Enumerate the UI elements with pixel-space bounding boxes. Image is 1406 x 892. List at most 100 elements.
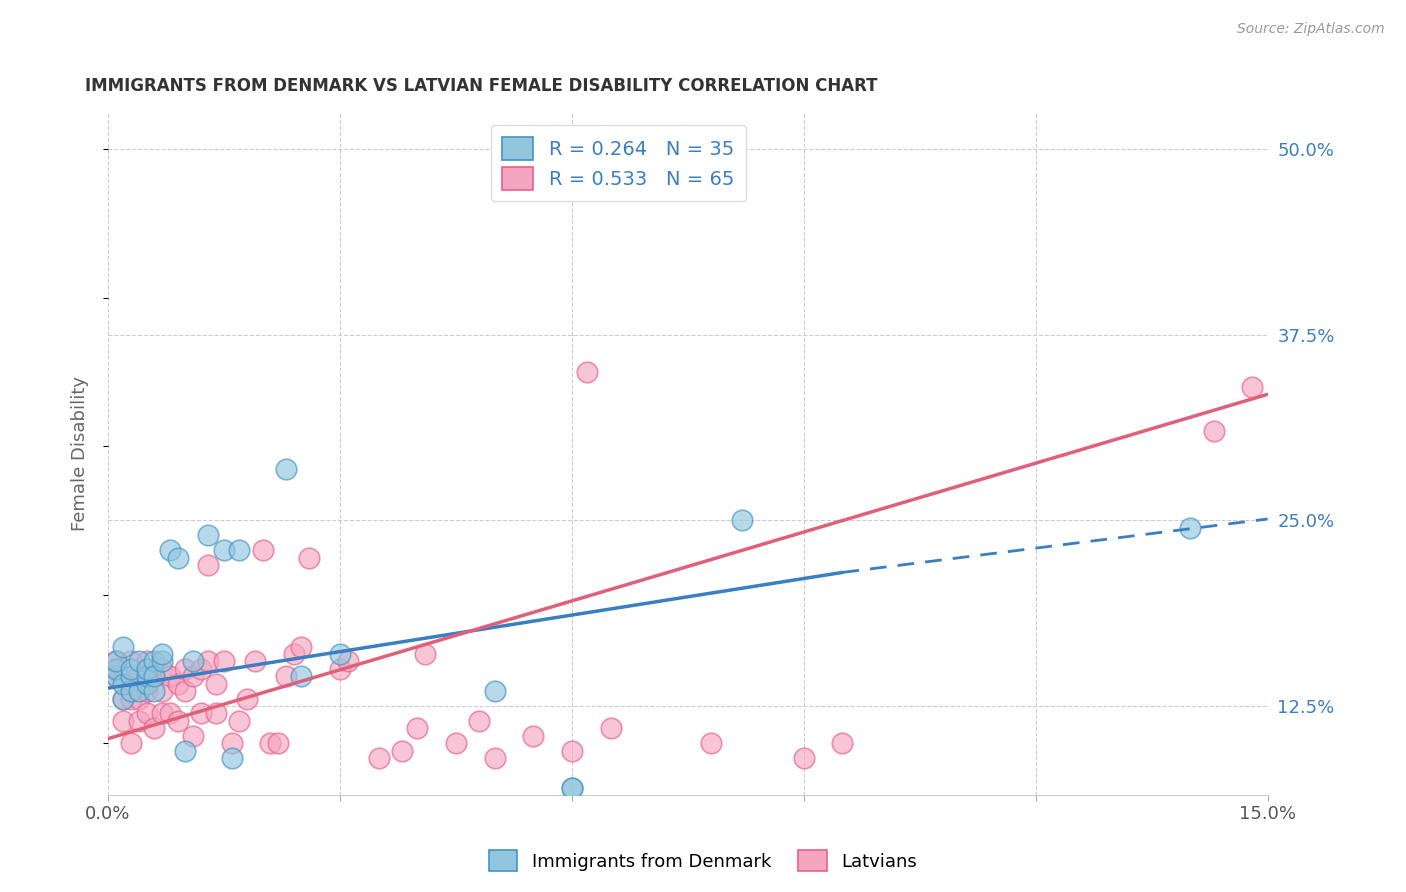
Point — [112, 669, 135, 683]
Point — [367, 751, 389, 765]
Point — [128, 655, 150, 669]
Point — [143, 669, 166, 683]
Point — [329, 647, 352, 661]
Point — [143, 669, 166, 683]
Point — [190, 706, 212, 721]
Point — [166, 714, 188, 728]
Point — [700, 736, 723, 750]
Point — [135, 655, 157, 669]
Point — [336, 655, 359, 669]
Point — [190, 662, 212, 676]
Point — [150, 684, 173, 698]
Text: Source: ZipAtlas.com: Source: ZipAtlas.com — [1237, 22, 1385, 37]
Point — [181, 655, 204, 669]
Point — [104, 669, 127, 683]
Text: IMMIGRANTS FROM DENMARK VS LATVIAN FEMALE DISABILITY CORRELATION CHART: IMMIGRANTS FROM DENMARK VS LATVIAN FEMAL… — [84, 78, 877, 95]
Point — [135, 706, 157, 721]
Point — [252, 543, 274, 558]
Point — [197, 558, 219, 572]
Point — [283, 647, 305, 661]
Point — [120, 736, 142, 750]
Point — [159, 543, 181, 558]
Point — [228, 543, 250, 558]
Point — [221, 751, 243, 765]
Point — [1202, 425, 1225, 439]
Point — [599, 721, 621, 735]
Point — [205, 706, 228, 721]
Point — [181, 729, 204, 743]
Point — [128, 691, 150, 706]
Point — [150, 706, 173, 721]
Point — [329, 662, 352, 676]
Point — [174, 743, 197, 757]
Legend: R = 0.264   N = 35, R = 0.533   N = 65: R = 0.264 N = 35, R = 0.533 N = 65 — [491, 126, 747, 202]
Point — [150, 662, 173, 676]
Point — [1241, 380, 1264, 394]
Point — [243, 655, 266, 669]
Point — [391, 743, 413, 757]
Point — [484, 684, 506, 698]
Point — [120, 684, 142, 698]
Point — [228, 714, 250, 728]
Point — [236, 691, 259, 706]
Point — [104, 655, 127, 669]
Point — [274, 669, 297, 683]
Point — [120, 691, 142, 706]
Point — [212, 543, 235, 558]
Point — [413, 647, 436, 661]
Point — [290, 669, 312, 683]
Point — [120, 655, 142, 669]
Point — [444, 736, 467, 750]
Point — [120, 677, 142, 691]
Point — [259, 736, 281, 750]
Point — [406, 721, 429, 735]
Point — [212, 655, 235, 669]
Point — [205, 677, 228, 691]
Legend: Immigrants from Denmark, Latvians: Immigrants from Denmark, Latvians — [481, 843, 925, 879]
Point — [561, 780, 583, 795]
Point — [135, 677, 157, 691]
Point — [159, 706, 181, 721]
Point — [112, 691, 135, 706]
Point — [298, 550, 321, 565]
Point — [135, 669, 157, 683]
Point — [128, 684, 150, 698]
Point — [731, 513, 754, 527]
Point — [112, 640, 135, 654]
Point — [112, 714, 135, 728]
Point — [135, 684, 157, 698]
Point — [174, 662, 197, 676]
Point — [274, 461, 297, 475]
Point — [159, 669, 181, 683]
Point — [267, 736, 290, 750]
Point — [112, 677, 135, 691]
Point — [181, 669, 204, 683]
Y-axis label: Female Disability: Female Disability — [72, 376, 89, 531]
Point — [197, 528, 219, 542]
Point — [150, 655, 173, 669]
Point — [174, 684, 197, 698]
Point — [166, 550, 188, 565]
Point — [484, 751, 506, 765]
Point — [120, 662, 142, 676]
Point — [112, 691, 135, 706]
Point — [1180, 521, 1202, 535]
Point — [793, 751, 815, 765]
Point — [197, 655, 219, 669]
Point — [221, 736, 243, 750]
Point — [522, 729, 544, 743]
Point — [166, 677, 188, 691]
Point — [576, 365, 599, 379]
Point — [104, 662, 127, 676]
Point — [104, 662, 127, 676]
Point — [104, 669, 127, 683]
Point — [561, 743, 583, 757]
Point — [143, 684, 166, 698]
Point — [135, 662, 157, 676]
Point — [143, 655, 166, 669]
Point — [128, 714, 150, 728]
Point — [831, 736, 853, 750]
Point — [290, 640, 312, 654]
Point — [104, 655, 127, 669]
Point — [468, 714, 491, 728]
